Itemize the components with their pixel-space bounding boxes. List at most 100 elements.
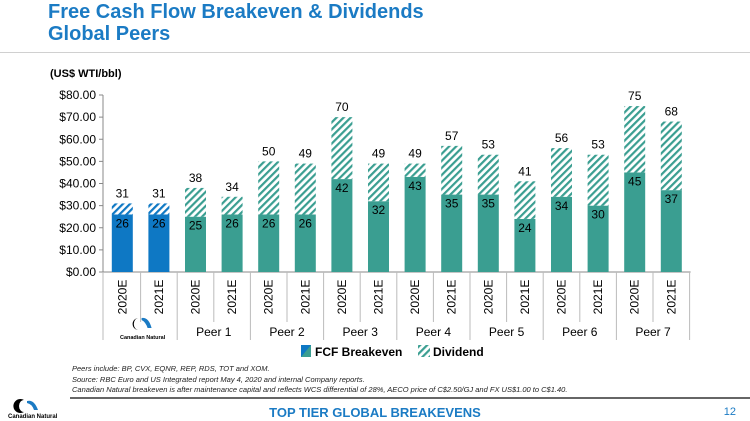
bar-dividend: [331, 117, 353, 180]
bar-dividend: [514, 181, 536, 219]
fcf-data-label: 42: [335, 181, 349, 195]
footer-tagline: TOP TIER GLOBAL BREAKEVENS: [269, 405, 481, 420]
slide-title: Free Cash Flow Breakeven & Dividends: [48, 1, 424, 23]
bar-fcf-breakeven: [331, 179, 353, 272]
y-tick-label: $30.00: [59, 199, 96, 213]
bar-dividend: [368, 163, 389, 202]
bar-dividend: [477, 154, 499, 195]
y-tick-label: $60.00: [59, 132, 96, 146]
total-data-label: 53: [482, 138, 496, 152]
bar-fcf-breakeven: [514, 218, 536, 272]
y-tick-label: $80.00: [59, 88, 96, 102]
bar-fcf-breakeven: [477, 194, 499, 272]
total-data-label: 75: [628, 89, 642, 103]
x-tick-label: 2021E: [591, 280, 605, 315]
x-tick-label: 2020E: [115, 280, 129, 315]
bar-dividend: [294, 163, 316, 215]
footnotes: Peers include: BP, CVX, EQNR, REP, RDS, …: [72, 364, 567, 396]
bar-fcf-breakeven: [185, 216, 206, 272]
fcf-data-label: 32: [372, 203, 386, 217]
bar-fcf-breakeven: [660, 190, 682, 272]
fcf-data-label: 26: [299, 216, 313, 230]
group-label-logo-text: Canadian Natural: [120, 335, 166, 341]
y-axis-label: (US$ WTI/bbl): [50, 68, 122, 80]
bar-dividend: [624, 106, 646, 173]
slide-subtitle: Global Peers: [48, 23, 171, 45]
canadian-natural-logo: Canadian Natural: [8, 399, 58, 420]
bar-dividend: [258, 161, 280, 215]
total-data-label: 49: [299, 147, 313, 161]
x-tick-label: 2021E: [445, 280, 459, 315]
divider: [0, 52, 750, 53]
bar-fcf-breakeven: [221, 214, 243, 272]
footer-divider: [70, 397, 750, 399]
y-tick-label: $0.00: [66, 265, 96, 279]
total-data-label: 56: [555, 131, 569, 145]
bar-fcf-breakeven: [111, 214, 133, 272]
bar-dividend: [660, 121, 682, 191]
y-tick-label: $70.00: [59, 110, 96, 124]
fcf-data-label: 43: [408, 179, 422, 193]
bar-fcf-breakeven: [624, 172, 646, 272]
bar-fcf-breakeven: [148, 214, 170, 272]
x-tick-label: 2021E: [372, 280, 386, 315]
fcf-data-label: 45: [628, 174, 642, 188]
fcf-data-label: 37: [665, 192, 679, 206]
fcf-data-label: 26: [262, 216, 276, 230]
y-tick-label: $40.00: [59, 177, 96, 191]
total-data-label: 31: [116, 186, 130, 200]
bar-fcf-breakeven: [258, 214, 280, 272]
fcf-data-label: 26: [225, 216, 239, 230]
footnote: Peers include: BP, CVX, EQNR, REP, RDS, …: [72, 364, 270, 373]
fcf-data-label: 35: [445, 197, 459, 211]
x-tick-label: 2020E: [481, 280, 495, 315]
x-tick-label: 2021E: [225, 280, 239, 315]
bar-fcf-breakeven: [551, 196, 572, 272]
x-tick-label: 2020E: [408, 280, 422, 315]
footnote: Source: RBC Euro and US Integrated repor…: [72, 374, 365, 384]
y-tick-label: $50.00: [59, 154, 96, 168]
total-data-label: 49: [372, 147, 386, 161]
fcf-data-label: 26: [116, 216, 130, 230]
total-data-label: 41: [518, 164, 532, 178]
legend-fcf-swatch: [301, 345, 311, 357]
page-number: 12: [723, 406, 736, 418]
canadian-natural-logo-icon: [141, 317, 152, 328]
fcf-data-label: 24: [518, 221, 532, 235]
legend-dividend-swatch: [418, 345, 430, 357]
group-label: Peer 7: [635, 325, 671, 339]
fcf-data-label: 25: [189, 219, 203, 233]
legend-fcf-label: FCF Breakeven: [315, 345, 402, 359]
total-data-label: 31: [152, 186, 166, 200]
x-tick-label: 2020E: [555, 280, 569, 315]
bar-fcf-breakeven: [587, 205, 609, 272]
total-data-label: 68: [665, 105, 679, 119]
canadian-natural-logo-icon: [132, 318, 139, 330]
group-label: Peer 3: [343, 325, 379, 339]
x-tick-label: 2020E: [189, 280, 203, 315]
bar-dividend: [587, 154, 609, 206]
bar-dividend: [441, 145, 463, 195]
total-data-label: 57: [445, 129, 459, 143]
x-tick-label: 2020E: [628, 280, 642, 315]
footnote: Canadian Natural breakeven is after main…: [72, 385, 568, 394]
x-tick-label: 2020E: [262, 280, 276, 315]
x-tick-label: 2021E: [152, 280, 166, 315]
group-label: Peer 2: [269, 325, 305, 339]
x-tick-label: 2021E: [298, 280, 312, 315]
y-tick-label: $20.00: [59, 221, 96, 235]
fcf-data-label: 30: [591, 208, 605, 222]
logo-text: Canadian Natural: [8, 414, 58, 420]
fcf-data-label: 35: [482, 197, 496, 211]
legend-dividend-label: Dividend: [433, 345, 484, 359]
bar-fcf-breakeven: [441, 194, 463, 272]
x-tick-label: 2021E: [664, 280, 678, 315]
x-tick-label: 2021E: [518, 280, 532, 315]
total-data-label: 50: [262, 144, 276, 158]
chart: $0.00 $10.00 $20.00 $30.00 $40.00 $50.00 $60.0…: [59, 88, 691, 359]
bar-dividend: [221, 196, 243, 215]
total-data-label: 49: [408, 147, 422, 161]
y-tick-label: $10.00: [59, 243, 96, 257]
total-data-label: 38: [189, 171, 203, 185]
